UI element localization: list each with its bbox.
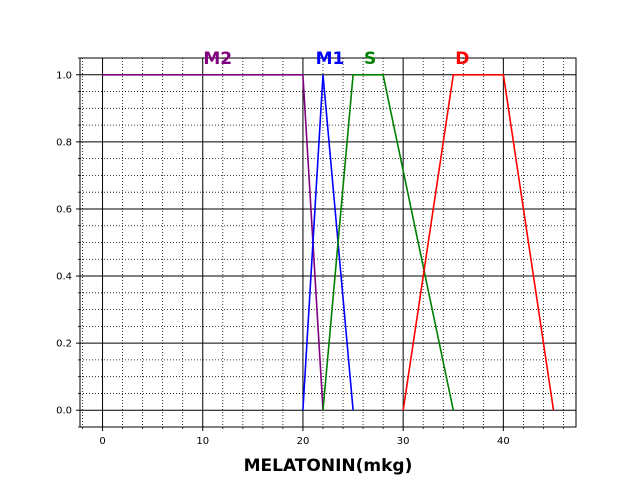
y-tick-label: 0.6 — [56, 204, 72, 215]
axes: 0 10 20 30 40 0.0 0.2 0.4 0.6 0.8 1.0 — [56, 57, 577, 447]
series-label-m2: M2 — [203, 49, 232, 69]
series-label-s: S — [364, 49, 376, 69]
series-line-d — [402, 74, 555, 411]
y-tick-label: 1.0 — [56, 70, 72, 81]
y-tick-label: 0.8 — [56, 137, 72, 148]
series-line-m1 — [302, 74, 354, 411]
series-line-m2 — [102, 74, 324, 411]
y-tick-label: 0.4 — [56, 272, 72, 283]
x-tick-label: 30 — [397, 436, 410, 447]
x-tick-label: 10 — [196, 436, 209, 447]
plot-frame — [79, 57, 577, 428]
x-tick-label: 20 — [297, 436, 310, 447]
series-lines — [102, 74, 555, 411]
series-label-d: D — [455, 49, 469, 69]
y-tick-label: 0.2 — [56, 339, 72, 350]
x-tick-label: 0 — [99, 436, 105, 447]
grid — [80, 57, 576, 428]
series-line-s — [322, 74, 455, 411]
x-tick-label: 40 — [497, 436, 510, 447]
series-labels: M2 M1 S D — [203, 49, 469, 69]
series-label-m1: M1 — [316, 49, 345, 69]
y-tick-label: 0.0 — [56, 406, 72, 417]
x-axis-label: MELATONIN(mkg) — [244, 456, 413, 476]
